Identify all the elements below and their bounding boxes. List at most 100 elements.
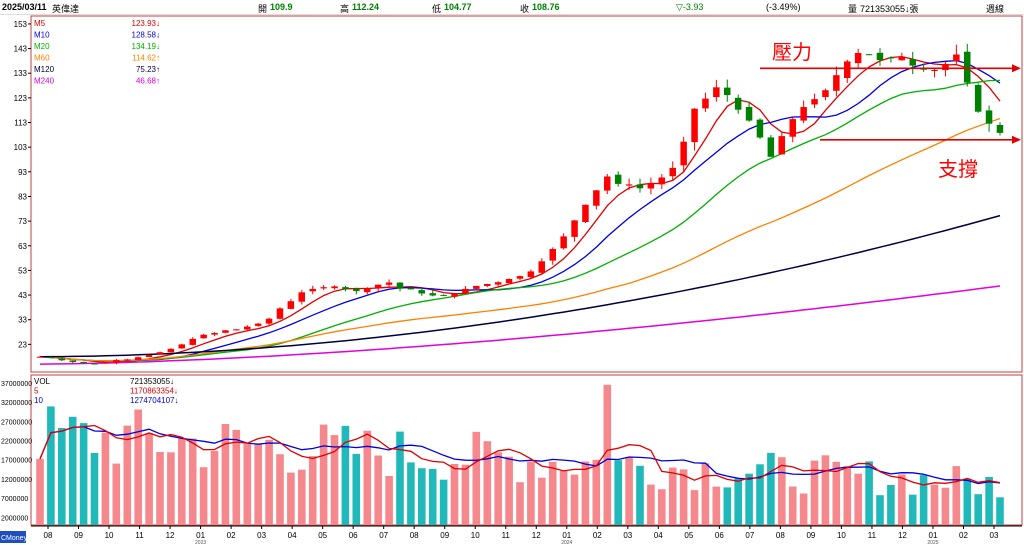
change-percent: (-3.49%): [766, 2, 801, 12]
low-label: 低: [432, 4, 442, 14]
candle-body: [560, 236, 567, 249]
candle-body: [527, 271, 535, 278]
volume-bar: [516, 482, 524, 525]
legend-m20-name: M20: [34, 42, 50, 51]
volume-bar: [374, 455, 382, 525]
candle-body: [898, 56, 905, 61]
candle-body: [538, 261, 545, 273]
candle-body: [69, 360, 76, 363]
x-tick-label: 06: [715, 531, 724, 540]
volume-bar: [658, 489, 666, 525]
volume-bar: [974, 494, 982, 525]
x-tick-label: 03: [990, 531, 999, 540]
volume-legend-5-name: 5: [34, 387, 39, 396]
volume-tick-label: 12000000: [1, 477, 32, 484]
candle-body: [353, 288, 360, 292]
legend-m120-name: M120: [34, 65, 55, 74]
price-tick-label: 123: [14, 94, 28, 103]
candle-body: [789, 119, 796, 137]
candle-body: [342, 287, 349, 290]
x-tick-label: 07: [379, 531, 388, 540]
volume-bar: [123, 425, 132, 525]
price-tick-label: 53: [18, 266, 27, 275]
volume-bar: [36, 458, 44, 525]
volume-tick-label: 32000000: [1, 400, 32, 407]
candle-body: [451, 294, 458, 297]
price-tick-label: 83: [18, 192, 27, 201]
x-tick-label: 10: [105, 531, 114, 540]
volume-bar: [592, 459, 601, 525]
candle-body: [189, 338, 196, 345]
ma-line-m20: [39, 79, 1001, 362]
volume-bar: [581, 461, 590, 525]
volume-bar: [243, 443, 252, 525]
volume-bar: [756, 464, 764, 525]
candle-body: [91, 363, 98, 365]
candle-body: [822, 90, 829, 97]
volume-bar: [788, 486, 797, 525]
x-tick-label: 02: [959, 531, 968, 540]
candle-body: [494, 282, 502, 285]
volume-tick-label: 17000000: [1, 458, 32, 465]
volume-bar: [734, 478, 742, 525]
volume-bar: [68, 416, 77, 525]
x-tick-label: 05: [318, 531, 327, 540]
volume-bar: [188, 438, 197, 525]
candle-body: [942, 63, 949, 71]
volume-bar: [178, 438, 186, 525]
x-year-label: 2024: [561, 540, 572, 545]
candle-body: [614, 174, 622, 184]
candle-body: [647, 183, 655, 189]
legend-m20-value: 134.19↓: [132, 42, 160, 51]
candle-body: [80, 361, 87, 364]
volume-bar: [232, 429, 241, 525]
candle-body: [931, 70, 938, 71]
candle-body: [36, 356, 44, 358]
volume-bar: [919, 475, 928, 525]
volume-bar: [570, 474, 579, 525]
period-label: 週線: [986, 4, 1005, 14]
volume-bar: [101, 432, 110, 525]
volume-bar: [112, 463, 121, 525]
candle-body: [396, 282, 404, 289]
candle-body: [244, 326, 251, 330]
volume-bar: [930, 484, 939, 525]
candle-body: [964, 51, 971, 83]
candle-body: [58, 358, 65, 361]
candle-body: [124, 359, 131, 361]
volume-legend-5-value: 1170863354↓: [130, 387, 178, 396]
volume-bar: [767, 452, 775, 525]
price-tick-label: 43: [18, 291, 27, 300]
x-tick-label: 09: [74, 531, 83, 540]
price-panel: 153 143 133 123 113 103 93 83 73 63 53 43 33 23 M5 123.…: [14, 15, 1023, 373]
candle-body: [625, 184, 633, 186]
candle-body: [996, 125, 1004, 133]
x-tick-label: 12: [166, 531, 175, 540]
candle-body: [473, 285, 480, 289]
volume-label: 量: [848, 4, 858, 14]
volume-tick-label: 22000000: [1, 438, 32, 445]
candle-body: [854, 53, 862, 64]
volume-bar: [941, 487, 950, 525]
volume-bar: [450, 464, 459, 525]
volume-bar: [363, 430, 372, 525]
x-tick-label: 11: [502, 531, 511, 540]
resistance-arrowhead: [1012, 64, 1021, 73]
candle-body: [887, 57, 895, 59]
candle-body: [593, 190, 600, 206]
legend-m5-name: M5: [34, 19, 46, 28]
volume-bar: [319, 424, 328, 525]
x-year-label: 2025: [927, 540, 938, 545]
support-arrowhead: [1012, 135, 1021, 144]
volume-bar: [134, 409, 142, 525]
legend-m120-value: 75.23↑: [136, 65, 160, 74]
x-tick-label: 11: [868, 531, 877, 540]
candle-body: [134, 357, 142, 360]
candle-body: [571, 220, 578, 237]
volume-bar: [843, 466, 852, 525]
volume-bar: [418, 468, 426, 525]
stock-name: 英偉達: [52, 4, 80, 14]
legend-m240-name: M240: [34, 77, 55, 86]
volume-tick-label: 2000000: [1, 515, 28, 522]
volume-bar: [276, 454, 284, 525]
